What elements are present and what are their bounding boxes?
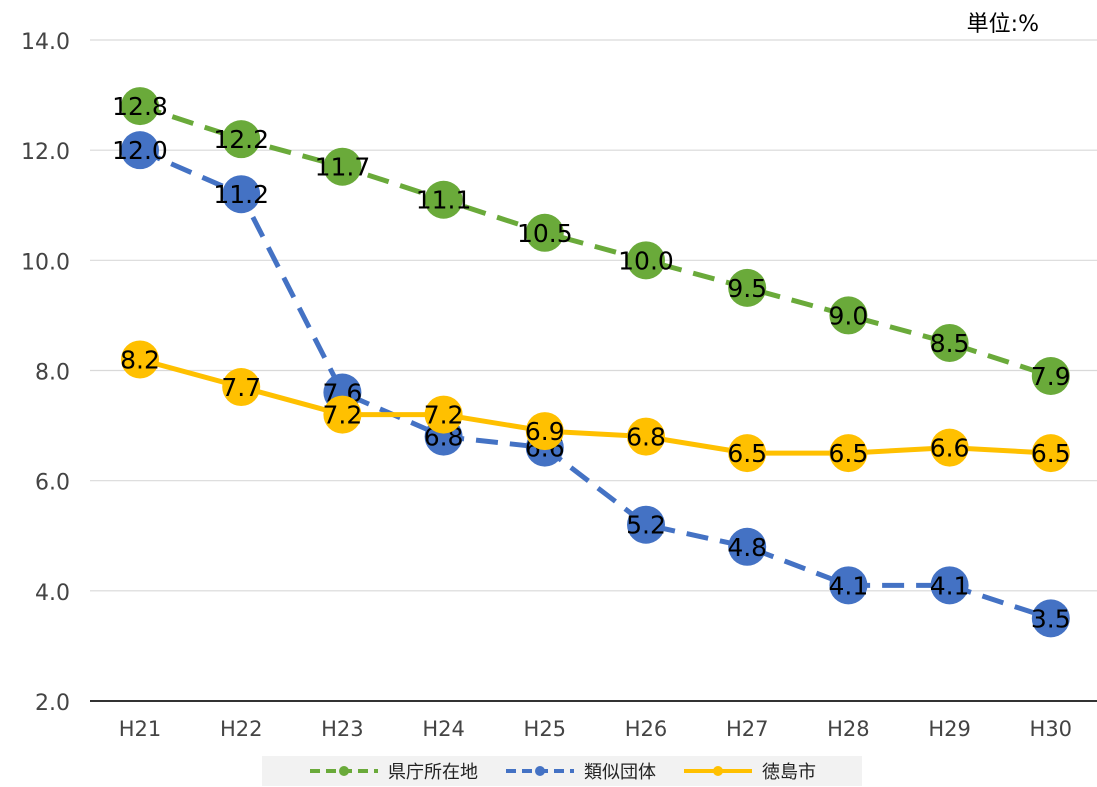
series-0-point-5 xyxy=(627,241,665,280)
x-tick-label-0: H21 xyxy=(119,717,162,741)
series-layer: 12.8 12.2 11.7 11.1 10.5 10.0 9.5 9.0 8.5 7.9 12.0… xyxy=(112,87,1071,638)
series-2: 8.2 7.7 7.2 7.2 6.9 6.8 6.5 6.5 6.6 6.5 xyxy=(120,340,1071,473)
series-2-label-5: 6.8 xyxy=(626,423,666,452)
x-tick-label-3: H24 xyxy=(422,717,465,741)
legend-swatch-2 xyxy=(684,766,752,776)
series-2-point-5 xyxy=(627,417,665,456)
unit-label: 単位:% xyxy=(966,12,1039,37)
y-axis-tick-labels: 2.0 4.0 6.0 8.0 10.0 12.0 14.0 xyxy=(21,30,70,716)
y-tick-label-3: 8.0 xyxy=(35,361,70,386)
y-tick-label-5: 12.0 xyxy=(21,140,70,165)
series-0-point-8 xyxy=(930,323,969,362)
legend-label-0: 県庁所在地 xyxy=(388,762,478,783)
gridlines xyxy=(90,39,1097,702)
x-tick-label-9: H30 xyxy=(1030,717,1073,741)
series-0-label-0: 12.8 xyxy=(112,92,168,121)
series-2-point-4 xyxy=(525,412,564,451)
x-tick-label-6: H27 xyxy=(726,717,769,741)
series-0-label-2: 11.7 xyxy=(315,153,371,182)
series-1: 12.011.27.66.86.65.24.84.14.13.5 xyxy=(112,131,1071,638)
legend-entry-2: 徳島市 xyxy=(682,758,816,784)
series-0-label-6: 9.5 xyxy=(727,274,767,303)
series-0-point-7 xyxy=(829,296,868,335)
series-0-point-0 xyxy=(121,87,159,126)
y-tick-label-1: 4.0 xyxy=(35,581,70,606)
series-2-label-3: 7.2 xyxy=(424,401,464,430)
series-0-label-8: 8.5 xyxy=(930,329,970,358)
series-1-point-9 xyxy=(1031,599,1070,638)
series-1-label-1: 11.2 xyxy=(213,180,269,209)
series-2-point-6 xyxy=(728,434,767,473)
x-tick-label-8: H29 xyxy=(928,717,971,741)
y-tick-label-0: 2.0 xyxy=(35,691,70,716)
legend-swatch-0 xyxy=(310,766,378,776)
legend: 県庁所在地 類似団体 徳島市 xyxy=(262,756,862,786)
legend-label-1: 類似団体 xyxy=(584,762,656,783)
x-tick-label-4: H25 xyxy=(524,717,567,741)
series-0-point-3 xyxy=(424,180,463,219)
series-0-label-9: 7.9 xyxy=(1031,362,1071,391)
series-0-point-1 xyxy=(222,120,261,159)
series-0-label-7: 9.0 xyxy=(829,301,869,330)
series-line-1 xyxy=(139,147,1052,621)
y-tick-label-2: 6.0 xyxy=(35,471,70,496)
series-2-point-3 xyxy=(424,395,463,434)
legend-label-2: 徳島市 xyxy=(762,762,816,783)
y-tick-label-6: 14.0 xyxy=(21,30,70,55)
series-0-label-3: 11.1 xyxy=(416,186,472,215)
y-tick-label-4: 10.0 xyxy=(21,250,70,275)
x-tick-label-1: H22 xyxy=(220,717,263,741)
series-line-0 xyxy=(139,103,1052,379)
series-2-point-8 xyxy=(930,428,969,467)
x-axis-tick-labels: H21 H22 H23 H24 H25 H26 H27 H28 H29 H30 xyxy=(119,717,1072,741)
series-1-point-1 xyxy=(222,175,261,214)
series-0-label-4: 10.5 xyxy=(517,219,573,248)
series-2-point-1 xyxy=(222,368,261,407)
series-1-label-6: 4.8 xyxy=(727,533,767,562)
series-0-point-2 xyxy=(323,147,362,186)
series-0: 12.8 12.2 11.7 11.1 10.5 10.0 9.5 9.0 8.5 7.9 xyxy=(112,87,1071,396)
series-2-label-2: 7.2 xyxy=(323,401,363,430)
x-tick-label-7: H28 xyxy=(827,717,870,741)
series-2-label-1: 7.7 xyxy=(221,373,261,402)
series-1-point-5 xyxy=(627,505,665,544)
series-1-label-9: 3.5 xyxy=(1031,604,1071,633)
series-1-label-8: 4.1 xyxy=(930,571,970,600)
series-0-point-9 xyxy=(1031,357,1070,396)
series-1-point-6 xyxy=(728,527,767,566)
series-2-label-9: 6.5 xyxy=(1031,439,1071,468)
legend-entry-0: 県庁所在地 xyxy=(308,758,478,784)
x-tick-label-5: H26 xyxy=(625,717,668,741)
legend-swatch-1 xyxy=(506,766,574,776)
series-2-point-9 xyxy=(1031,434,1070,473)
series-2-point-7 xyxy=(829,434,868,473)
series-2-label-6: 6.5 xyxy=(727,439,767,468)
series-2-point-0 xyxy=(121,340,159,379)
legend-entry-1: 類似団体 xyxy=(504,758,656,784)
series-1-label-5: 5.2 xyxy=(626,511,666,540)
series-1-label-0: 12.0 xyxy=(112,136,168,165)
series-2-label-8: 6.6 xyxy=(930,434,970,463)
series-2-point-2 xyxy=(323,395,362,434)
series-0-point-4 xyxy=(525,213,564,252)
series-1-point-8 xyxy=(930,566,969,605)
series-0-point-6 xyxy=(728,268,767,307)
series-1-point-7 xyxy=(829,566,868,605)
x-tick-label-2: H23 xyxy=(321,717,364,741)
series-0-label-1: 12.2 xyxy=(213,125,269,154)
series-line-2 xyxy=(139,357,1051,456)
series-2-label-7: 6.5 xyxy=(829,439,869,468)
series-1-point-0 xyxy=(121,131,159,170)
series-1-label-7: 4.1 xyxy=(829,571,869,600)
series-0-label-5: 10.0 xyxy=(618,246,674,275)
series-2-label-0: 8.2 xyxy=(120,345,160,374)
series-2-label-4: 6.9 xyxy=(525,417,565,446)
